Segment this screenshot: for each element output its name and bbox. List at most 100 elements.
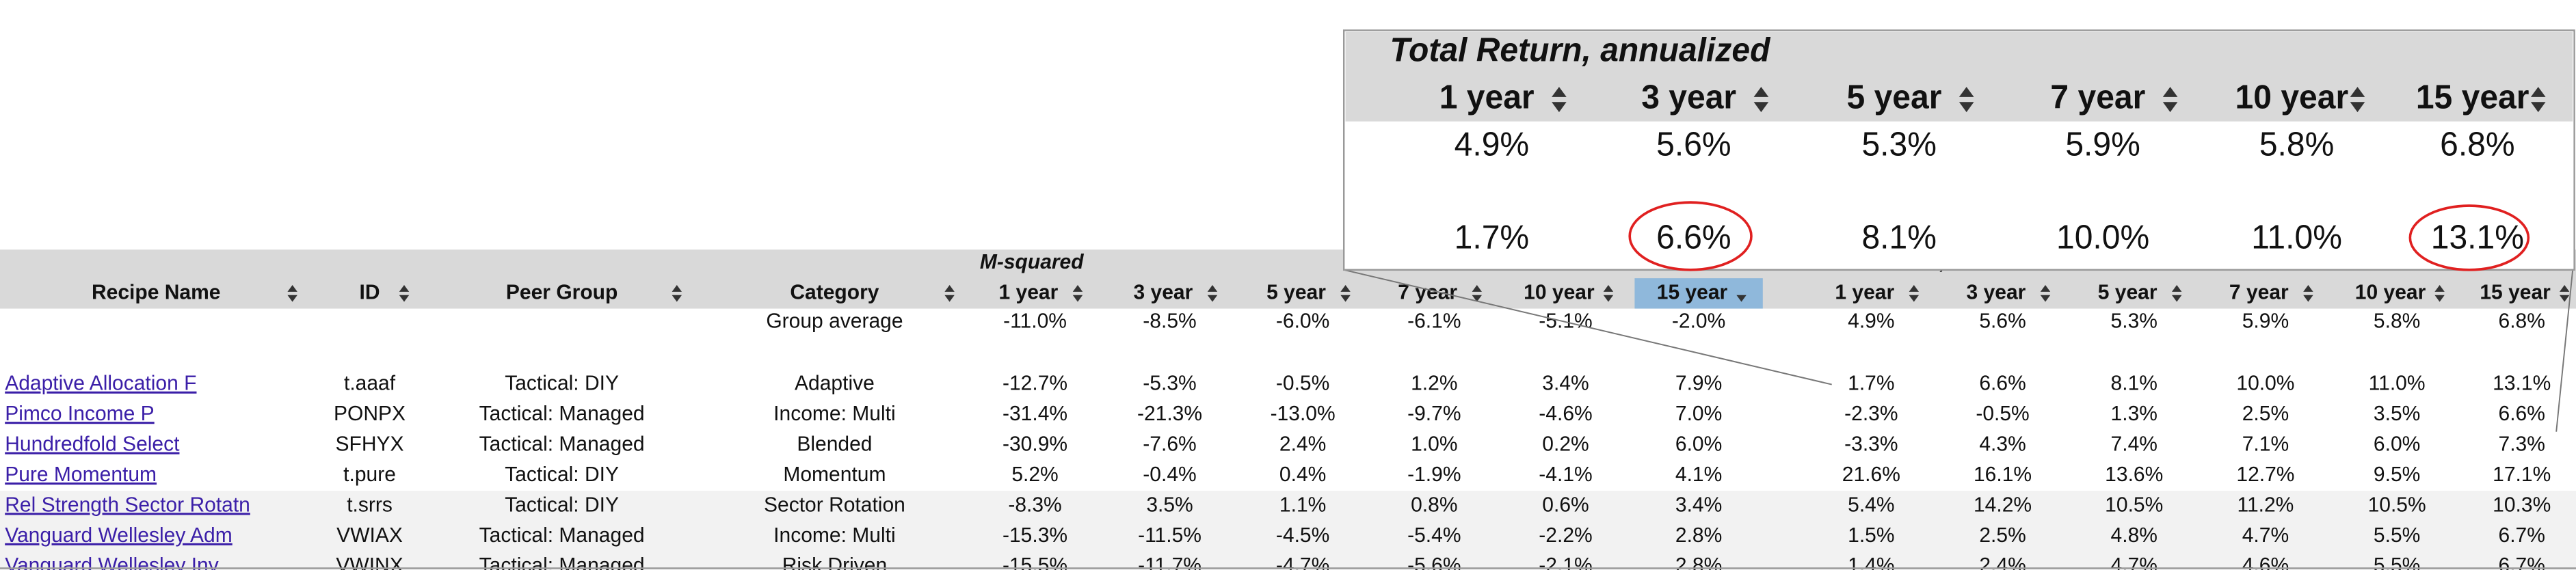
value-cell: 7.3% [2499, 432, 2545, 455]
value-cell: 6.0% [1675, 432, 1722, 455]
value-cell: 3.5% [2374, 402, 2420, 425]
value-cell: 10.3% [2493, 493, 2551, 516]
inset-header: 10 year [2235, 79, 2349, 116]
recipe-link[interactable]: Pure Momentum [5, 463, 157, 486]
sort-down [1552, 102, 1567, 113]
sort-down [944, 295, 955, 302]
id-cell: VWINX [336, 554, 403, 570]
value-cell: 6.7% [2499, 554, 2545, 570]
inset-header: 5 year [1847, 79, 1942, 116]
column-header: 15 year [1657, 280, 1728, 303]
highlight-circle [2408, 204, 2530, 271]
value-cell: 3.5% [1146, 493, 1193, 516]
category-cell: Income: Multi [773, 402, 895, 425]
sort-down [2350, 102, 2365, 113]
value-cell: 2.4% [1979, 554, 2026, 570]
peer-group-cell: Tactical: DIY [505, 371, 619, 394]
value-cell: 4.8% [2111, 523, 2157, 546]
id-cell: t.pure [343, 463, 396, 486]
value-cell: -3.3% [1844, 432, 1898, 455]
id-cell: PONPX [334, 402, 406, 425]
category-cell: Adaptive [795, 371, 875, 394]
sort-down [1072, 295, 1083, 302]
value-cell: 6.0% [2374, 432, 2420, 455]
recipe-link[interactable]: Rel Strength Sector Rotatn [5, 493, 250, 516]
inset-header: 1 year [1439, 79, 1535, 116]
recipe-link[interactable]: Adaptive Allocation F [5, 371, 196, 394]
value-cell: 21.6% [1842, 463, 1900, 486]
sort-down [2530, 102, 2546, 113]
column-header: 3 year [1134, 280, 1193, 303]
value-cell: 2.4% [1279, 432, 1326, 455]
value-cell: 1.0% [1411, 432, 1457, 455]
value-cell: -5.4% [1407, 523, 1461, 546]
inset-header: 15 year [2416, 79, 2529, 116]
group-average-value: -8.5% [1143, 309, 1196, 332]
group-average-value: -5.1% [1539, 309, 1592, 332]
sort-up [1340, 285, 1351, 292]
sorted-header [1634, 278, 1763, 309]
sort-up [2434, 285, 2445, 292]
peer-group-cell: Tactical: Managed [479, 402, 645, 425]
inset-value: 5.3% [1861, 126, 1936, 163]
sort-up [1958, 87, 1974, 97]
value-cell: 0.6% [1542, 493, 1589, 516]
inset-title: Total Return, annualized [1390, 31, 1770, 69]
value-cell: 1.2% [1411, 371, 1457, 394]
sort-up [1552, 87, 1567, 97]
sort-up [2530, 87, 2546, 97]
sort-up [2350, 87, 2365, 97]
category-cell: Blended [797, 432, 872, 455]
value-cell: 1.5% [1848, 523, 1894, 546]
recipe-link[interactable]: Hundredfold Select [5, 432, 180, 455]
recipe-link[interactable]: Vanguard Wellesley Adm [5, 523, 233, 546]
inset-value: 6.8% [2440, 126, 2514, 163]
sort-down [1958, 102, 1974, 113]
column-header: Recipe Name [92, 280, 221, 303]
column-header: 10 year [1524, 280, 1595, 303]
sort-up [1603, 285, 1614, 292]
sort-up [2040, 285, 2051, 292]
value-cell: 4.6% [2242, 554, 2289, 570]
value-cell: -11.5% [1138, 523, 1201, 546]
sort-down [2040, 295, 2051, 302]
group-average-value: 4.9% [1848, 309, 1894, 332]
value-cell: 3.4% [1542, 371, 1589, 394]
value-cell: 2.8% [1675, 523, 1722, 546]
value-cell: -15.5% [1002, 554, 1067, 570]
value-cell: 4.7% [2242, 523, 2289, 546]
value-cell: 2.5% [1979, 523, 2026, 546]
recipe-link[interactable]: Pimco Income P [5, 402, 155, 425]
value-cell: -13.0% [1271, 402, 1336, 425]
category-cell: Income: Multi [773, 523, 895, 546]
sort-down [2172, 295, 2182, 302]
inset-header-band [1345, 31, 2573, 122]
value-cell: -0.5% [1276, 371, 1329, 394]
recipe-link[interactable]: Vanguard Wellesley Inv [5, 554, 219, 570]
value-cell: -8.3% [1008, 493, 1061, 516]
category-cell: Sector Rotation [764, 493, 905, 516]
value-cell: -2.1% [1539, 554, 1592, 570]
sort-down [2434, 295, 2445, 302]
sort-down [2303, 295, 2313, 302]
value-cell: 0.4% [1279, 463, 1326, 486]
inset-value: 11.0% [2251, 219, 2342, 256]
inset-value: 5.6% [1656, 126, 1731, 163]
column-header: 5 year [2098, 280, 2157, 303]
value-cell: 4.7% [2111, 554, 2157, 570]
id-cell: t.srrs [347, 493, 393, 516]
value-cell: -2.3% [1844, 402, 1898, 425]
value-cell: 7.9% [1675, 371, 1722, 394]
value-cell: 5.4% [1848, 493, 1894, 516]
group-average-value: -6.1% [1407, 309, 1461, 332]
sort-up [2162, 87, 2178, 97]
inset-value: 6.6% [1656, 219, 1731, 256]
value-cell: -9.7% [1407, 402, 1461, 425]
value-cell: 16.1% [1974, 463, 2032, 486]
value-cell: -4.5% [1276, 523, 1329, 546]
value-cell: 4.3% [1979, 432, 2026, 455]
sort-up [2303, 285, 2313, 292]
column-header: 7 year [1398, 280, 1457, 303]
value-cell: -21.3% [1137, 402, 1202, 425]
